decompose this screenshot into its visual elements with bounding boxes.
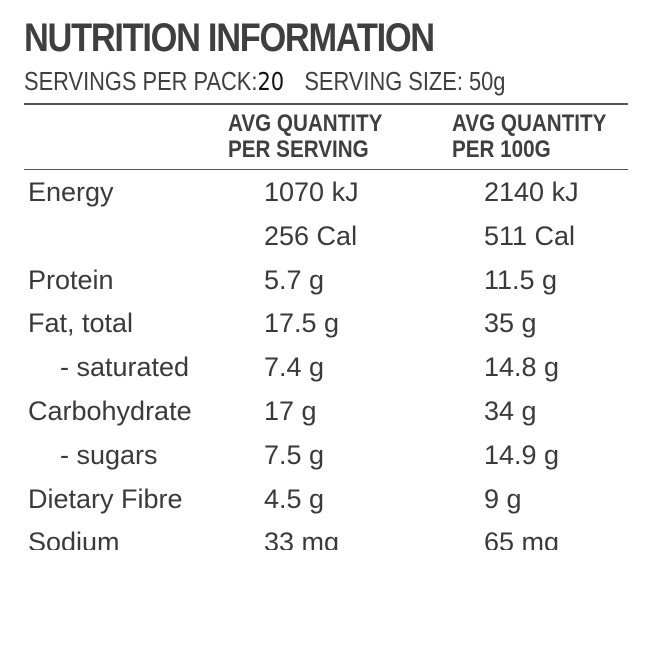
nutrient-row-sugars: - sugars 7.5 g 14.9 g (24, 433, 628, 477)
nutrient-row-carbohydrate: Carbohydrate 17 g 34 g (24, 389, 628, 433)
servings-per-pack-value: 20 (257, 67, 285, 96)
column-header-per-serving-line1: AVG QUANTITY (228, 110, 383, 137)
column-header-per-100g-line2: PER 100G (452, 136, 551, 163)
header-divider (24, 103, 628, 105)
servings-line: SERVINGS PER PACK:20 SERVING SIZE: 50g (24, 64, 531, 99)
nutrient-row-dietary-fibre: Dietary Fibre 4.5 g 9 g (24, 477, 628, 521)
nutrient-name: - sugars (60, 439, 158, 470)
per-100g-value: 14.8 g (484, 352, 560, 383)
nutrient-name: Energy (28, 177, 114, 207)
per-100g-value: 11.5 g (484, 264, 558, 295)
per-100g-value: 34 g (484, 395, 537, 426)
per-serving-value: 7.5 g (264, 439, 325, 470)
panel-title: NUTRITION INFORMATION (24, 16, 435, 60)
nutrient-row-sodium: Sodium 33 mg 65 mg (24, 520, 628, 550)
servings-per-pack-label: SERVINGS PER PACK: (24, 66, 258, 96)
nutrient-row-fat-total: Fat, total 17.5 g 35 g (24, 301, 628, 345)
nutrient-row-energy-cal: 256 Cal 511 Cal (24, 214, 628, 258)
nutrient-name: Sodium (28, 527, 120, 551)
per-serving-value: 5.7 g (264, 264, 325, 295)
per-100g-value: 9 g (484, 483, 522, 514)
column-header-per-serving-line2: PER SERVING (228, 136, 369, 163)
per-100g-value: 35 g (484, 308, 537, 339)
nutrient-name: Fat, total (28, 308, 134, 339)
serving-size-value: 50g (468, 66, 506, 96)
serving-size-label: SERVING SIZE: (304, 66, 463, 96)
nutrient-row-saturated: - saturated 7.4 g 14.8 g (24, 345, 628, 389)
nutrient-row-energy-kj: Energy 1070 kJ 2140 kJ (24, 170, 628, 214)
per-serving-value: 17 g (264, 395, 317, 426)
column-header-divider (24, 169, 628, 170)
column-header-per-100g-line1: AVG QUANTITY (452, 110, 607, 137)
per-100g-value: 65 mg (484, 527, 560, 551)
per-serving-value: 4.5 g (264, 483, 325, 514)
nutrient-name: Dietary Fibre (28, 483, 183, 514)
per-100g-value: 2140 kJ (484, 177, 579, 207)
column-header-per-serving: AVG QUANTITY PER SERVING (228, 111, 382, 163)
per-serving-value: 1070 kJ (264, 177, 359, 207)
nutrient-row-protein: Protein 5.7 g 11.5 g (24, 258, 628, 302)
nutrient-name: Protein (28, 264, 114, 295)
per-serving-value: 256 Cal (264, 220, 358, 251)
per-serving-value: 33 mg (264, 527, 340, 551)
nutrient-name: - saturated (60, 352, 190, 383)
nutrient-name: Carbohydrate (28, 395, 192, 426)
nutrient-table: Energy 1070 kJ 2140 kJ 256 Cal 511 Cal P… (24, 170, 628, 550)
nutrition-panel: NUTRITION INFORMATION SERVINGS PER PACK:… (24, 14, 628, 550)
per-serving-value: 7.4 g (264, 352, 325, 383)
column-headers: AVG QUANTITY PER SERVING AVG QUANTITY PE… (24, 105, 628, 169)
per-serving-value: 17.5 g (264, 308, 340, 339)
per-100g-value: 14.9 g (484, 439, 560, 470)
column-header-per-100g: AVG QUANTITY PER 100G (452, 111, 606, 163)
per-100g-value: 511 Cal (484, 220, 576, 251)
